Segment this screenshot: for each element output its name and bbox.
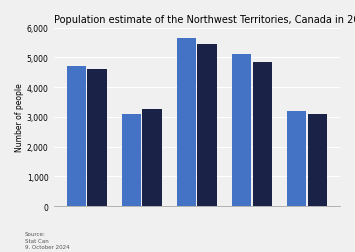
Bar (142, 110, 162, 206)
Bar (122, 114, 141, 206)
Y-axis label: Number of people: Number of people (15, 83, 24, 152)
Bar (232, 55, 251, 206)
Bar (308, 114, 327, 206)
Bar (197, 45, 217, 206)
Text: Population estimate of the Northwest Territories, Canada in 2022, by age and sex: Population estimate of the Northwest Ter… (54, 15, 355, 25)
Bar (287, 111, 306, 206)
Bar (252, 62, 272, 206)
Bar (87, 70, 106, 206)
Text: Source:
Stat Can
9. October 2024: Source: Stat Can 9. October 2024 (25, 231, 70, 249)
Bar (67, 67, 86, 206)
Bar (177, 39, 196, 206)
